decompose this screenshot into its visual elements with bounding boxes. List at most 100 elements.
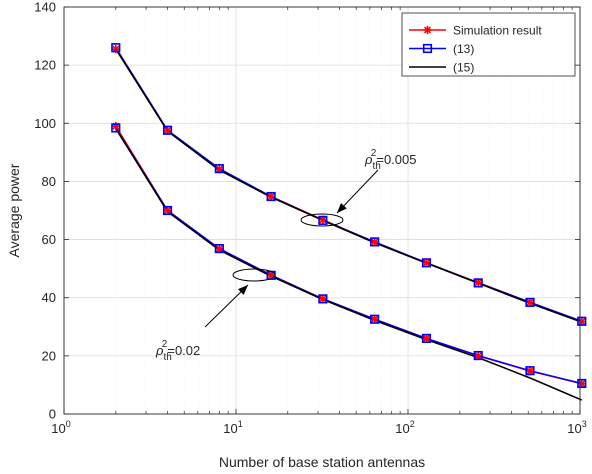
square-marker xyxy=(162,125,173,135)
asterisk-marker xyxy=(422,334,431,343)
square-marker xyxy=(525,366,535,376)
y-tick-label: 0 xyxy=(49,407,56,422)
minor-grid xyxy=(115,7,573,414)
series-line-eq13 xyxy=(115,127,582,385)
asterisk-marker xyxy=(525,366,535,376)
asterisk-stroke xyxy=(215,165,223,173)
x-tick-label: 102 xyxy=(395,419,414,436)
square-marker xyxy=(214,164,224,174)
series-lines xyxy=(115,47,583,401)
y-tick-label: 80 xyxy=(42,174,56,189)
x-tick-base: 10 xyxy=(223,421,237,436)
square-marker xyxy=(577,378,587,389)
square-marker xyxy=(318,294,328,304)
square-marker xyxy=(370,314,380,324)
x-tick-labels: 100 101 102 103 xyxy=(51,419,586,436)
y-axis-label: Average power xyxy=(6,163,22,257)
annotation-arrow-head xyxy=(238,285,248,295)
annotation-subscript: th xyxy=(372,161,380,172)
square-marker xyxy=(162,205,173,216)
square-marker xyxy=(370,237,380,247)
asterisk-marker xyxy=(111,121,120,131)
square-marker xyxy=(422,43,433,54)
annotation-value: =0.005 xyxy=(376,152,416,167)
asterisk-stroke xyxy=(319,216,327,224)
asterisk-stroke xyxy=(526,367,534,375)
y-tick-label: 20 xyxy=(42,348,56,363)
annotation-arrow-head xyxy=(337,203,347,213)
asterisk-stroke xyxy=(267,271,275,279)
x-axis-label: Number of base station antennas xyxy=(219,454,425,470)
x-tick-base: 10 xyxy=(567,421,581,436)
legend-label: Simulation result xyxy=(453,23,542,37)
annotation-superscript: 2 xyxy=(371,148,377,159)
square-marker xyxy=(473,278,483,288)
x-tick-exponent: 1 xyxy=(238,419,243,429)
x-tick-label: 103 xyxy=(567,419,586,436)
x-tick-base: 10 xyxy=(395,421,409,436)
annotation-subscript: th xyxy=(163,352,171,363)
asterisk-marker xyxy=(525,298,535,307)
square-marker xyxy=(577,316,587,326)
annotation-symbol: ρ xyxy=(364,152,373,167)
square-marker xyxy=(318,215,328,225)
series-line-eq13 xyxy=(115,47,583,322)
annotation-ellipse xyxy=(232,268,276,282)
annotation-ellipse xyxy=(300,213,344,227)
asterisk-stroke xyxy=(319,295,327,303)
annotation-label: ρth 2=0.02 xyxy=(155,339,200,363)
asterisk-marker xyxy=(318,215,328,225)
y-tick-labels: 0 20 40 60 80 100 120 140 xyxy=(34,0,56,422)
annotation-label: ρth 2=0.005 xyxy=(364,148,416,172)
y-tick-label: 140 xyxy=(34,0,56,15)
y-tick-label: 100 xyxy=(34,116,56,131)
asterisk-stroke xyxy=(526,298,534,306)
legend-label: (15) xyxy=(453,60,474,74)
y-tick-label: 60 xyxy=(42,232,56,247)
asterisk-stroke xyxy=(422,334,430,342)
axis-ticks xyxy=(63,6,581,415)
square-marker xyxy=(111,43,121,53)
asterisk-marker xyxy=(422,258,431,268)
x-tick-label: 100 xyxy=(51,419,70,436)
square-marker xyxy=(421,333,432,344)
square-marker xyxy=(473,350,483,361)
series-line-simulation xyxy=(115,48,583,323)
y-tick-label: 120 xyxy=(34,58,56,73)
x-tick-exponent: 3 xyxy=(582,419,587,429)
asterisk-stroke xyxy=(423,26,432,34)
plot-frame xyxy=(63,6,581,415)
asterisk-stroke xyxy=(474,352,482,360)
asterisk-marker xyxy=(318,294,328,304)
asterisk-stroke xyxy=(371,315,379,323)
x-tick-exponent: 0 xyxy=(66,419,71,429)
x-tick-label: 101 xyxy=(223,419,242,436)
asterisk-marker xyxy=(370,315,379,324)
asterisk-stroke xyxy=(215,245,223,253)
asterisk-marker xyxy=(163,206,172,215)
series-line-eq15 xyxy=(115,48,583,323)
series-markers xyxy=(111,43,587,389)
legend: Simulation result (13) (15) xyxy=(401,12,576,77)
asterisk-stroke xyxy=(474,279,482,287)
asterisk-stroke xyxy=(371,238,379,246)
square-marker xyxy=(266,191,276,202)
asterisk-marker xyxy=(266,192,276,201)
x-tick-exponent: 2 xyxy=(410,419,415,429)
series-line-eq15 xyxy=(115,128,583,401)
asterisk-stroke xyxy=(164,206,172,215)
annotation-value: =0.02 xyxy=(167,343,200,358)
asterisk-stroke xyxy=(164,127,172,135)
asterisk-stroke xyxy=(422,259,430,267)
square-marker xyxy=(111,123,121,133)
asterisk-stroke xyxy=(267,193,275,201)
square-marker xyxy=(525,297,535,307)
asterisk-marker xyxy=(423,25,432,35)
annotation-superscript: 2 xyxy=(162,339,168,350)
legend-label: (13) xyxy=(453,42,474,56)
square-marker xyxy=(214,243,224,254)
y-tick-label: 40 xyxy=(42,290,56,305)
annotation-symbol: ρ xyxy=(155,343,164,358)
